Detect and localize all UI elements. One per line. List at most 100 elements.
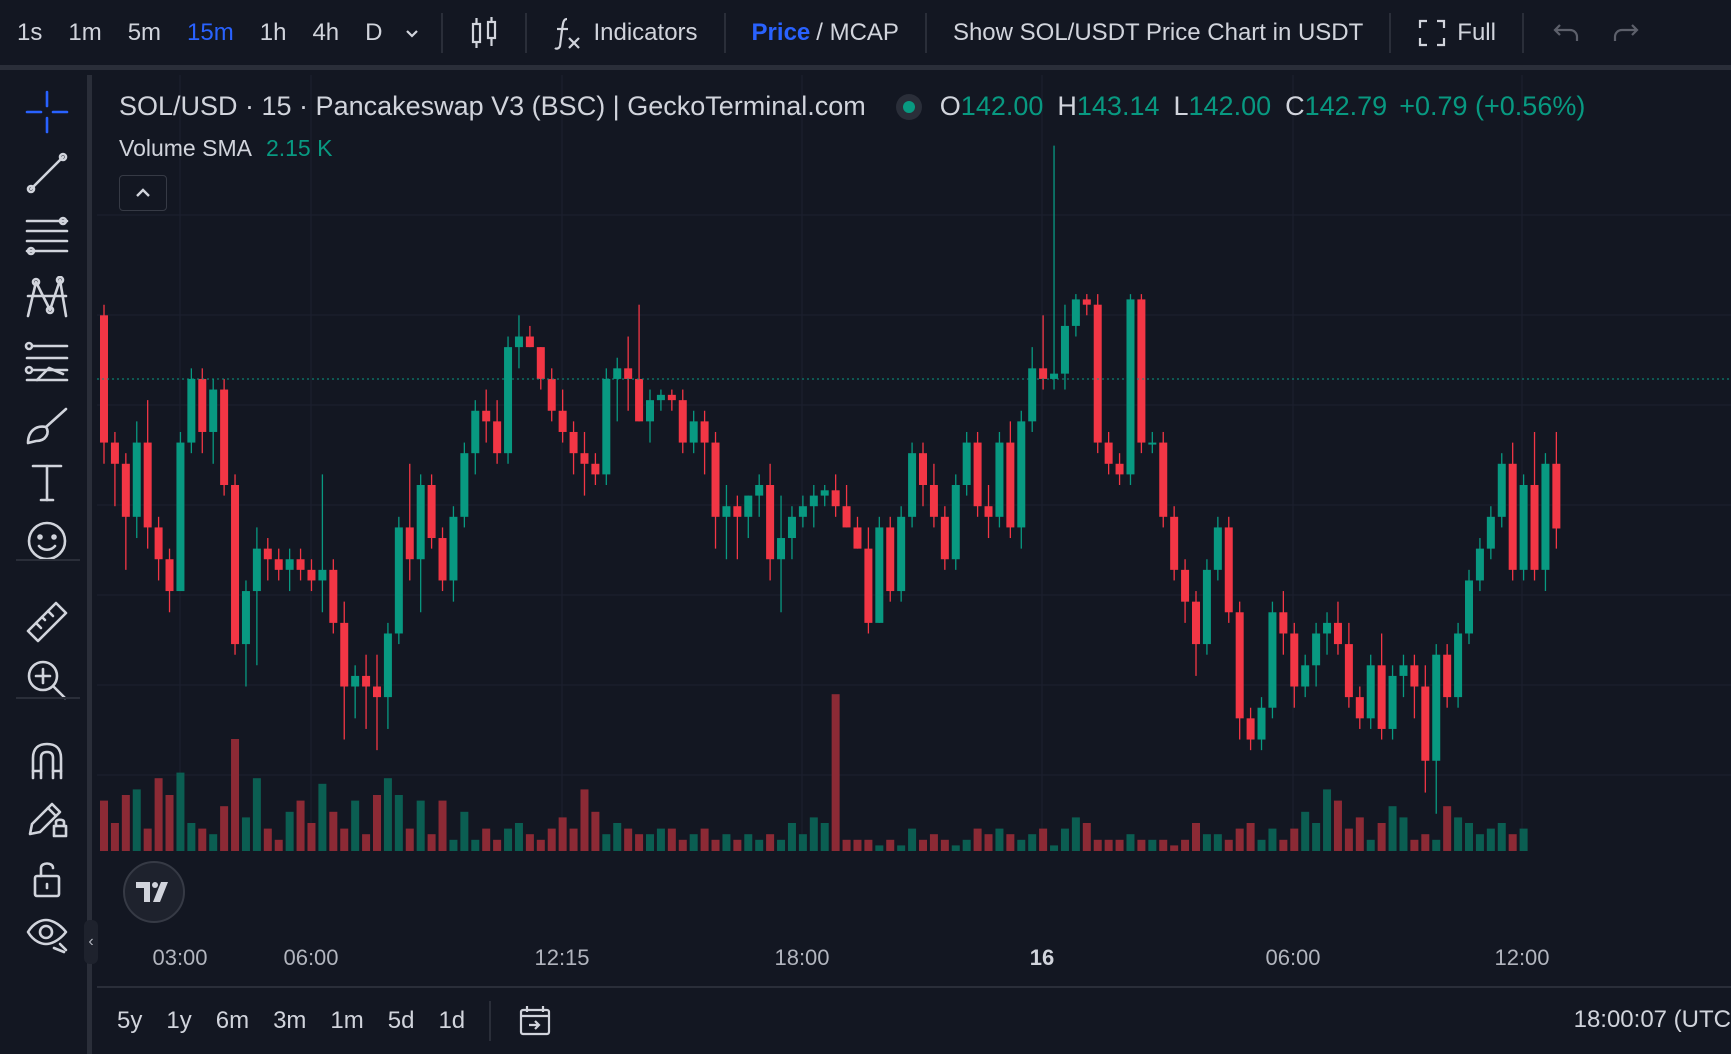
range-6m[interactable]: 6m [215,1007,250,1034]
range-5d[interactable]: 5d [387,1007,415,1034]
high-value: 143.14 [1076,91,1160,121]
range-1y[interactable]: 1y [166,1007,192,1034]
toolbar-collapse-button[interactable]: ‹ [84,920,98,964]
zoom-tool[interactable] [22,655,72,705]
volume-bar [875,845,884,851]
candle-body [929,485,938,517]
show-usdt-button[interactable]: Show SOL/USDT Price Chart in USDT [939,19,1377,47]
candle-body [438,538,447,581]
volume-bar [1323,789,1332,851]
candle-body [318,569,327,581]
candle-body [143,442,152,528]
projection-tool[interactable] [22,337,72,387]
undo-button[interactable] [1536,22,1596,44]
candle-body [1432,654,1441,761]
volume-bar [733,839,742,851]
pattern-tool[interactable] [22,273,72,323]
volume-bar [820,823,829,851]
volume-bar [591,811,600,851]
candle-body [1224,527,1233,613]
timeframe-5m[interactable]: 5m [127,18,162,46]
measure-tool[interactable] [22,597,72,647]
range-5y[interactable]: 5y [117,1007,143,1034]
mcap-toggle-label[interactable]: / MCAP [816,18,899,46]
candle-body [1279,612,1288,634]
candle-body [1159,442,1168,517]
candle-body [1202,569,1211,645]
close-label: C [1285,91,1305,121]
volume-bar [569,828,578,851]
candle-body [1071,299,1080,326]
redo-button[interactable] [1596,22,1656,44]
timeframe-dropdown[interactable] [395,24,429,42]
range-3m[interactable]: 3m [273,1007,307,1034]
lock-tool[interactable] [22,853,72,903]
candle-body [1115,463,1124,475]
timeframe-4h[interactable]: 4h [312,18,340,46]
volume-bar [427,834,436,851]
candle-body [514,336,523,348]
volume-bar [1028,834,1037,851]
brush-tool[interactable] [22,400,72,450]
volume-bar [1355,817,1364,851]
toolbar-divider [924,12,927,53]
timeframe-1h[interactable]: 1h [259,18,287,46]
magnet-tool[interactable] [22,735,72,785]
volume-bar [940,839,949,851]
range-1d[interactable]: 1d [438,1007,466,1034]
volume-bar [613,823,622,851]
timeframe-1m[interactable]: 1m [68,18,102,46]
chart-type-button[interactable] [455,16,513,50]
range-1m[interactable]: 1m [330,1007,364,1034]
fullscreen-button[interactable]: Full [1403,18,1510,48]
trend-line-tool[interactable] [22,148,72,198]
candle-body [973,442,982,507]
chart-canvas[interactable] [97,75,1731,945]
tradingview-logo[interactable] [123,861,185,923]
volume-bar [383,778,392,851]
volume-bar [886,839,895,851]
goto-date-button[interactable] [503,1004,567,1038]
volume-label[interactable]: Volume SMA [119,135,252,161]
candle-body [951,485,960,560]
legend-collapse-button[interactable] [119,175,167,211]
volume-bar [1333,800,1342,851]
volume-bar [678,839,687,851]
candle-body [569,431,578,454]
timeframe-15m[interactable]: 15m [187,18,234,46]
volume-bar [1344,828,1353,851]
clock-display[interactable]: 18:00:07 (UTC [1573,1006,1731,1033]
volume-bar [580,789,589,851]
timeframe-d[interactable]: D [365,18,383,46]
candle-body [1399,665,1408,676]
candle-body [296,559,305,570]
symbol-title[interactable]: SOL/USD · 15 · Pancakeswap V3 (BSC) | Ge… [119,91,866,121]
candle-body [1082,299,1091,305]
candle-body [1170,516,1179,570]
price-toggle-label[interactable]: Price [751,18,811,46]
volume-bar [919,839,927,851]
lock-drawings-tool[interactable] [22,793,72,843]
volume-bar [1497,823,1506,851]
fib-retracement-tool[interactable] [22,210,72,260]
chart-area[interactable]: SOL/USD · 15 · Pancakeswap V3 (BSC) | Ge… [97,75,1731,985]
crosshair-tool[interactable] [22,87,72,137]
time-tick: 12:15 [534,945,590,970]
time-axis[interactable]: 03:00 06:00 12:15 18:00 16 06:00 12:00 [97,945,1731,985]
candle-body [373,686,381,698]
timeframe-1s[interactable]: 1s [17,18,43,46]
candle-body [536,347,545,379]
chevron-up-icon [136,188,150,197]
visibility-tool[interactable] [22,909,72,959]
volume-bar [252,778,261,851]
price-mcap-toggle[interactable]: Price / MCAP [738,19,913,47]
indicators-label: Indicators [593,18,698,46]
text-tool[interactable] [22,457,72,507]
candle-body [263,548,272,560]
indicators-button[interactable]: Indicators [539,16,711,50]
volume-bar [744,834,753,851]
candle-body [722,506,731,517]
volume-legend: Volume SMA 2.15 K [119,135,332,162]
volume-bar [1279,839,1288,851]
crosshair-icon [25,90,69,134]
